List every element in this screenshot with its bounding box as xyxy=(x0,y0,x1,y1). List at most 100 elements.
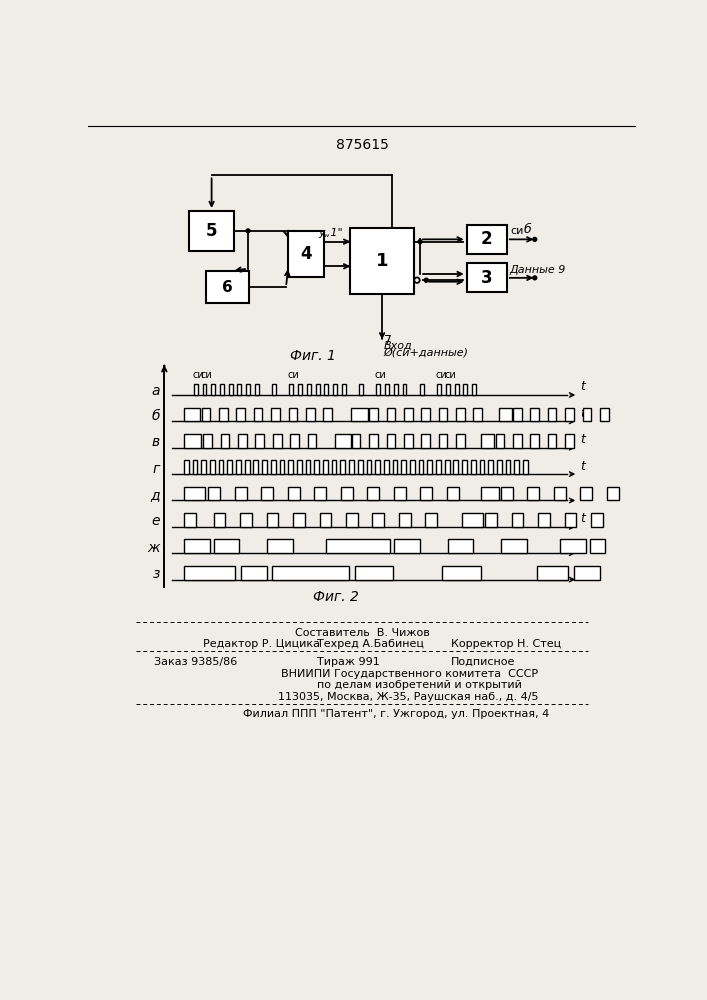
Bar xyxy=(298,384,302,395)
Bar xyxy=(456,408,464,421)
Bar xyxy=(590,539,605,553)
Bar xyxy=(399,513,411,527)
Bar xyxy=(236,408,245,421)
Bar xyxy=(387,408,395,421)
Bar xyxy=(445,460,450,474)
Bar xyxy=(481,434,494,448)
Text: 113035, Москва, Ж-35, Раушская наб., д. 4/5: 113035, Москва, Ж-35, Раушская наб., д. … xyxy=(279,692,539,702)
Bar xyxy=(326,539,390,553)
Bar xyxy=(289,384,293,395)
Bar xyxy=(272,384,276,395)
Bar xyxy=(341,460,345,474)
Text: Корректор Н. Стец: Корректор Н. Стец xyxy=(451,639,561,649)
Bar xyxy=(358,460,363,474)
Bar xyxy=(333,384,337,395)
Bar xyxy=(591,513,603,527)
Circle shape xyxy=(418,240,422,244)
Text: б: б xyxy=(524,223,532,236)
Text: з: з xyxy=(152,567,160,581)
Bar xyxy=(523,460,528,474)
Bar xyxy=(332,460,337,474)
Bar xyxy=(501,487,513,500)
Text: t: t xyxy=(580,460,585,473)
Bar xyxy=(376,384,380,395)
Text: си: си xyxy=(445,370,456,380)
Bar xyxy=(201,408,210,421)
Bar xyxy=(513,408,522,421)
Circle shape xyxy=(533,237,537,241)
Bar xyxy=(607,487,619,500)
Bar xyxy=(255,434,264,448)
Bar xyxy=(512,513,523,527)
Text: Филиал ППП "Патент", г. Ужгород, ул. Проектная, 4: Филиал ППП "Патент", г. Ужгород, ул. Про… xyxy=(243,709,549,719)
Bar xyxy=(279,460,284,474)
Bar xyxy=(530,408,539,421)
Bar xyxy=(306,408,315,421)
Text: t: t xyxy=(580,512,585,525)
Bar xyxy=(288,231,324,277)
Bar xyxy=(236,460,241,474)
Text: Фиг. 1: Фиг. 1 xyxy=(290,349,336,363)
Bar xyxy=(439,408,448,421)
Bar xyxy=(384,460,389,474)
Bar xyxy=(506,460,510,474)
Bar xyxy=(320,513,332,527)
Bar xyxy=(254,408,262,421)
Bar xyxy=(565,434,574,448)
Bar xyxy=(462,460,467,474)
Bar xyxy=(530,434,539,448)
Text: 1: 1 xyxy=(376,252,388,270)
Bar xyxy=(385,384,389,395)
Bar xyxy=(211,384,215,395)
Bar xyxy=(446,384,450,395)
Bar xyxy=(214,513,226,527)
Text: си: си xyxy=(436,370,448,380)
Bar xyxy=(420,487,432,500)
Text: Данные 9: Данные 9 xyxy=(509,265,566,275)
Text: б: б xyxy=(151,409,160,423)
Bar xyxy=(369,408,378,421)
Text: Заказ 9385/86: Заказ 9385/86 xyxy=(154,657,238,667)
Bar xyxy=(565,513,576,527)
Text: г: г xyxy=(153,462,160,476)
Bar xyxy=(194,384,198,395)
Bar xyxy=(394,487,406,500)
Bar xyxy=(565,408,574,421)
Text: t: t xyxy=(580,433,585,446)
Text: Редактор Р. Цицика: Редактор Р. Цицика xyxy=(203,639,320,649)
Bar xyxy=(402,460,406,474)
Text: 875615: 875615 xyxy=(336,138,388,152)
Text: t: t xyxy=(580,407,585,420)
Bar xyxy=(489,460,493,474)
Bar xyxy=(472,384,476,395)
Text: Составитель  В. Чижов: Составитель В. Чижов xyxy=(295,628,429,638)
Bar xyxy=(527,487,539,500)
Bar xyxy=(447,487,459,500)
Bar xyxy=(513,434,522,448)
Bar xyxy=(262,460,267,474)
Bar xyxy=(228,384,233,395)
Text: а: а xyxy=(151,384,160,398)
Bar xyxy=(439,434,448,448)
Bar xyxy=(496,434,504,448)
Bar xyxy=(214,539,239,553)
Bar xyxy=(288,408,297,421)
Text: Подписное: Подписное xyxy=(451,657,515,667)
Bar xyxy=(238,384,241,395)
Bar xyxy=(404,434,413,448)
Bar xyxy=(273,434,281,448)
Text: си: си xyxy=(510,226,524,236)
Bar xyxy=(515,460,519,474)
Bar xyxy=(341,384,346,395)
Bar xyxy=(462,513,483,527)
Bar xyxy=(463,384,467,395)
Bar xyxy=(485,513,497,527)
Bar xyxy=(288,460,293,474)
Bar xyxy=(235,487,247,500)
Bar xyxy=(501,539,527,553)
Text: 3: 3 xyxy=(481,269,493,287)
Bar xyxy=(474,408,482,421)
Bar xyxy=(359,384,363,395)
Bar xyxy=(254,460,258,474)
Bar xyxy=(315,384,320,395)
